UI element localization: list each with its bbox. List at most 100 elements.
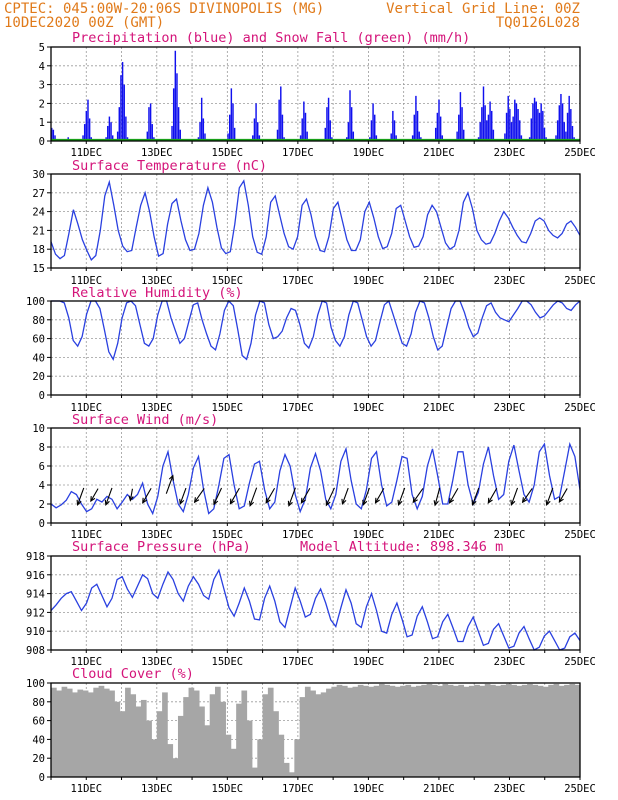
cloud-bar <box>326 688 332 777</box>
temp-ytick-label: 30 <box>32 169 45 181</box>
pres-xtick-label: 21DEC <box>423 656 455 668</box>
precip-title: Precipitation (blue) and Snow Fall (gree… <box>72 30 470 46</box>
cloud-ytick-label: 60 <box>32 716 45 728</box>
cloud-bar <box>532 684 539 777</box>
header-grid-note: Vertical Grid Line: 00Z <box>386 1 580 17</box>
cloud-bar <box>484 683 491 777</box>
cloud-bar <box>553 683 560 777</box>
cloud-bar <box>511 684 517 777</box>
precip-ytick-label: 3 <box>39 80 45 92</box>
precip-bar <box>83 124 86 141</box>
rh-xtick-label: 11DEC <box>70 402 102 414</box>
wind-ytick-label: 6 <box>39 461 45 473</box>
cloud-bar <box>262 694 269 777</box>
precip-bar <box>411 135 414 141</box>
rh-xtick-label: 23DEC <box>494 402 526 414</box>
cloud-bar <box>463 686 470 777</box>
precip-bar <box>392 110 394 141</box>
precip-bar <box>372 103 374 141</box>
cloud-bar <box>252 767 258 777</box>
precip-bar <box>540 103 542 141</box>
wind-arrow-head <box>362 499 368 506</box>
wind-arrow-head <box>287 500 293 507</box>
cloud-bar <box>225 734 232 777</box>
cloud-bar <box>331 686 338 777</box>
wind-arrow <box>449 488 459 504</box>
wind-title: Surface Wind (m/s) <box>72 412 218 428</box>
cloud-bar <box>574 684 581 777</box>
precip-bar <box>436 112 439 141</box>
precip-ytick-label: 4 <box>39 61 45 73</box>
cloud-bar <box>548 684 554 777</box>
cloud-bar <box>130 694 137 777</box>
precip-bar <box>520 135 523 141</box>
wind-arrow-head <box>142 497 148 504</box>
rh-ytick-label: 80 <box>32 315 45 327</box>
precip-bar <box>85 110 88 141</box>
cloud-xtick-label: 13DEC <box>141 783 173 795</box>
cloud-ytick-label: 100 <box>26 678 45 690</box>
wind-arrow <box>362 487 370 505</box>
precip-bar <box>568 95 570 141</box>
pres-xtick-label: 23DEC <box>494 656 526 668</box>
wind-arrow-head <box>448 497 455 504</box>
cloud-bar <box>172 758 179 777</box>
cloud-bar <box>177 715 184 777</box>
cloud-bar <box>146 720 152 777</box>
cloud-bar <box>119 711 126 777</box>
cloud-bar <box>341 685 348 777</box>
wind-arrow-head <box>300 497 306 504</box>
wind-arrow-head <box>265 497 271 504</box>
precip-bar <box>326 107 328 141</box>
precip-bar <box>230 88 233 141</box>
cloud-bar <box>77 689 84 777</box>
wind-arrow-head <box>545 499 551 506</box>
precip-bar <box>370 120 373 141</box>
temp-ytick-label: 15 <box>32 263 45 275</box>
wind-ytick-label: 8 <box>39 442 45 454</box>
wind-arrow-head <box>433 500 439 507</box>
cloud-xtick-label: 23DEC <box>494 783 526 795</box>
cloud-bar <box>193 690 200 777</box>
wind-ytick-label: 0 <box>39 518 45 530</box>
precip-bar <box>415 95 417 141</box>
precip-bar <box>533 97 536 141</box>
wind-arrow <box>129 488 134 501</box>
cloud-frame <box>50 682 581 778</box>
cloud-bar <box>167 744 174 777</box>
precip-xtick-label: 23DEC <box>494 147 526 159</box>
wind-xtick-label: 11DEC <box>70 529 102 541</box>
wind-arrow <box>105 487 113 505</box>
wind-arrow-head <box>104 499 110 506</box>
header-run-time: 10DEC2020 00Z (GMT) <box>4 15 164 31</box>
cloud-bar <box>289 772 295 777</box>
precip-bar <box>505 112 508 141</box>
pres-ytick-label: 918 <box>26 551 45 563</box>
rh-xtick-label: 19DEC <box>353 402 385 414</box>
wind-arrow <box>558 488 568 503</box>
precip-bar <box>352 131 355 141</box>
precip-bar <box>303 101 305 141</box>
wind-panel: 0 2 4 6 8 10 11DEC 13DEC 15DEC 17DEC 19DEC 21DEC 23D… <box>32 423 595 541</box>
cloud-bar <box>267 687 274 777</box>
precip-bar <box>281 114 284 141</box>
cloud-bar <box>405 684 412 777</box>
precip-bar <box>87 99 89 141</box>
cloud-bar <box>315 694 322 777</box>
precip-bar <box>514 99 516 141</box>
cloud-ytick-label: 40 <box>32 734 45 746</box>
precip-bar <box>507 95 509 141</box>
precip-panel: 0 1 2 3 4 5 11DEC 13DEC 15DEC 17DEC 19DEC 21DEC 23DE… <box>39 42 596 159</box>
cloud-ytick-label: 20 <box>32 753 45 765</box>
wind-arrow-head <box>487 497 493 504</box>
cloud-bar <box>468 685 475 777</box>
pres-xtick-label: 11DEC <box>70 656 102 668</box>
precip-bar <box>172 88 175 141</box>
rh-frame <box>50 300 581 396</box>
precip-bar <box>324 127 327 141</box>
precip-bar <box>121 62 124 141</box>
precip-bar <box>482 86 485 141</box>
precip-bar <box>111 135 114 141</box>
cloud-bar <box>209 694 216 777</box>
wind-arrow <box>434 487 441 506</box>
